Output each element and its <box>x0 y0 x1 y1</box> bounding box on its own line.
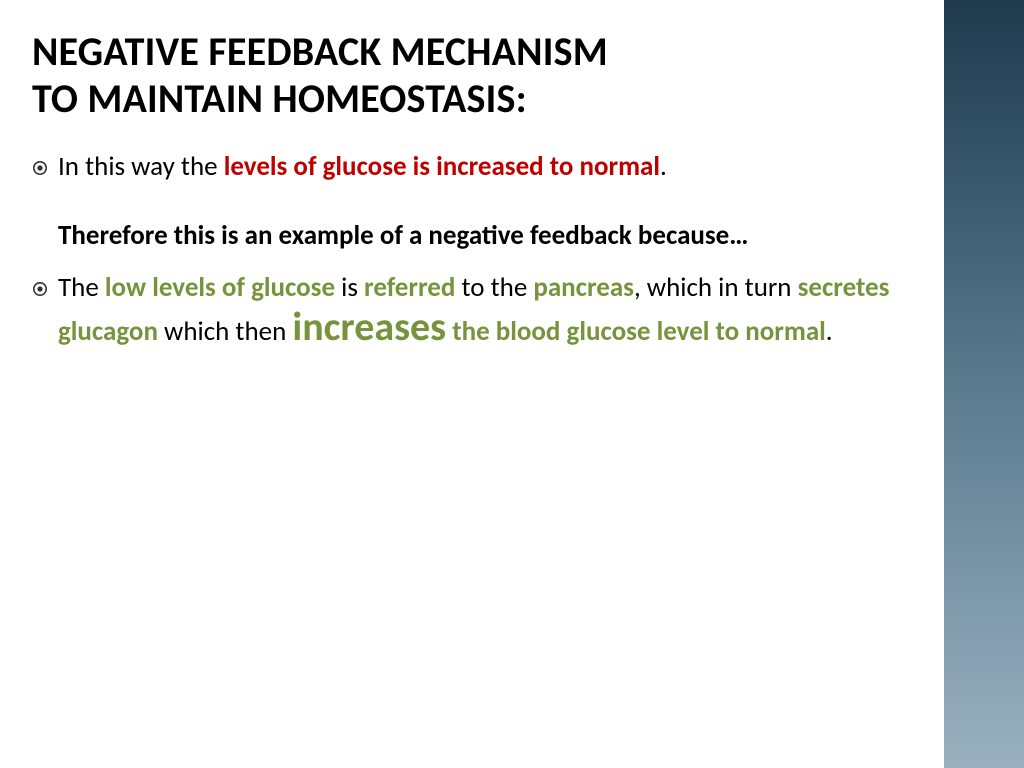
run-plain: , which in turn <box>634 271 798 304</box>
paragraph-text: Therefore this is an example of a negati… <box>58 219 748 252</box>
run-olive: referred <box>364 271 455 304</box>
run-red: levels of glucose is increased to normal <box>224 150 660 183</box>
run-plain: which then <box>158 315 292 348</box>
slide-title: NEGATIVE FEEDBACK MECHANISM TO MAINTAIN … <box>32 28 892 122</box>
run-plain: . <box>826 315 833 348</box>
bullet-text: The low levels of glucose is referred to… <box>58 269 892 352</box>
run-olive: the blood glucose level to normal <box>446 315 826 348</box>
slide: NEGATIVE FEEDBACK MECHANISM TO MAINTAIN … <box>0 0 1024 768</box>
run-plain: . <box>660 150 667 183</box>
title-line1: NEGATIVE FEEDBACK MECHANISM <box>32 27 608 76</box>
side-gap <box>926 0 944 768</box>
run-plain: In this way the <box>58 150 224 183</box>
paragraph: Therefore this is an example of a negati… <box>32 217 892 255</box>
slide-body: In this way the levels of glucose is inc… <box>32 148 892 351</box>
side-gradient <box>944 0 1024 768</box>
bullet-item: The low levels of glucose is referred to… <box>32 269 892 352</box>
run-plain: to the <box>455 271 533 304</box>
run-olive: pancreas <box>533 271 634 304</box>
run-plain: The <box>58 271 105 304</box>
run-olive: low levels of glucose <box>105 271 335 304</box>
target-bullet-icon <box>32 281 48 297</box>
title-line2: TO MAINTAIN HOMEOSTASIS: <box>32 74 527 123</box>
run-olive-big: increases <box>292 302 446 351</box>
target-bullet-icon <box>32 160 48 176</box>
bullet-text: In this way the levels of glucose is inc… <box>58 148 892 186</box>
bullet-item: In this way the levels of glucose is inc… <box>32 148 892 186</box>
slide-content: NEGATIVE FEEDBACK MECHANISM TO MAINTAIN … <box>32 28 892 362</box>
side-decoration <box>926 0 1024 768</box>
run-plain: is <box>335 271 364 304</box>
